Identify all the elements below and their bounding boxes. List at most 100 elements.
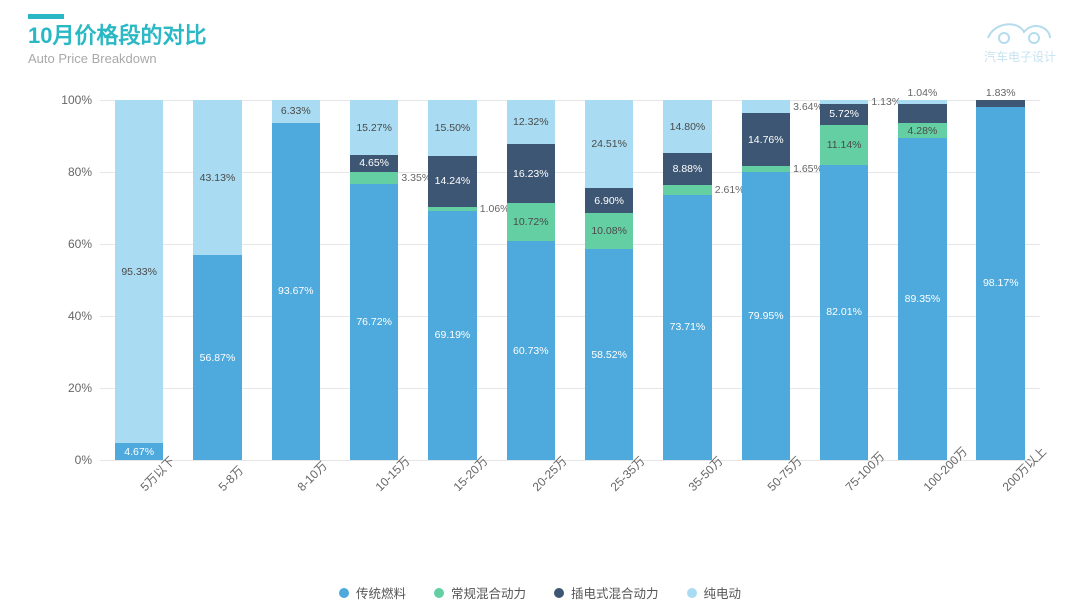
bar-segment-phev: 14.24% bbox=[428, 156, 477, 207]
segment-label: 1.04% bbox=[908, 88, 938, 99]
bar-segment-bev: 15.50% bbox=[428, 100, 477, 156]
bar-segment-hev: 11.14% bbox=[820, 125, 869, 165]
segment-label: 73.71% bbox=[670, 322, 706, 333]
bar-segment-bev: 15.27% bbox=[350, 100, 399, 155]
legend-swatch bbox=[687, 588, 697, 598]
bar-segment-hev: 10.72% bbox=[507, 203, 556, 242]
bar-segment-trad: 73.71% bbox=[663, 195, 712, 460]
bar-segment-bev: 95.33% bbox=[115, 100, 164, 443]
chart-area: 0%20%40%60%80%100%4.67%95.33%5万以下56.87%4… bbox=[45, 100, 1050, 500]
bar-segment-phev bbox=[898, 104, 947, 123]
bar-slot: 4.67%95.33%5万以下 bbox=[100, 100, 178, 460]
bar-segment-bev: 43.13% bbox=[193, 100, 242, 255]
segment-label: 93.67% bbox=[278, 286, 314, 297]
bar: 56.87%43.13% bbox=[193, 100, 242, 460]
bar: 4.67% 95.33% bbox=[115, 100, 164, 460]
accent-bar bbox=[28, 14, 64, 19]
bar-segment-trad: 98.17% bbox=[976, 107, 1025, 460]
legend-item-bev: 纯电动 bbox=[687, 583, 742, 602]
segment-label: 4.28% bbox=[908, 125, 938, 136]
bar-segment-trad: 4.67% bbox=[115, 443, 164, 460]
bar-slot: 60.73%10.72%16.23%12.32%20-25万 bbox=[492, 100, 570, 460]
bar-segment-trad: 76.72% bbox=[350, 184, 399, 460]
logo-caption: 汽车电子设计 bbox=[984, 48, 1056, 65]
bar: 73.71% 2.61%8.88%14.80% bbox=[663, 100, 712, 460]
bar-slot: 73.71%2.61%8.88%14.80%35-50万 bbox=[648, 100, 726, 460]
y-axis-label: 60% bbox=[68, 237, 100, 251]
plot-area: 0%20%40%60%80%100%4.67%95.33%5万以下56.87%4… bbox=[100, 100, 1040, 460]
legend-label: 常规混合动力 bbox=[451, 583, 526, 602]
bar-slot: 56.87%43.13%5-8万 bbox=[178, 100, 256, 460]
segment-label: 98.17% bbox=[983, 278, 1019, 289]
y-axis-label: 40% bbox=[68, 309, 100, 323]
grid-line bbox=[100, 460, 1040, 461]
segment-label: 16.23% bbox=[513, 168, 549, 179]
bar: 76.72%3.35% 4.65% 15.27% bbox=[350, 100, 399, 460]
legend-item-trad: 传统燃料 bbox=[339, 583, 406, 602]
bar-slot: 93.67%6.33%8-10万 bbox=[257, 100, 335, 460]
segment-label: 14.24% bbox=[435, 176, 471, 187]
legend-label: 纯电动 bbox=[704, 583, 742, 602]
bar-segment-phev: 6.90% bbox=[585, 188, 634, 213]
segment-label: 10.08% bbox=[591, 226, 627, 237]
bar-segment-hev: 2.61% bbox=[663, 185, 712, 194]
bar-segment-trad: 60.73% bbox=[507, 241, 556, 460]
legend-swatch bbox=[554, 588, 564, 598]
segment-label: 89.35% bbox=[905, 294, 941, 305]
segment-label: 4.65% bbox=[359, 158, 389, 169]
legend-item-phev: 插电式混合动力 bbox=[554, 583, 659, 602]
bar-segment-trad: 56.87% bbox=[193, 255, 242, 460]
legend-label: 插电式混合动力 bbox=[571, 583, 659, 602]
title-en: Auto Price Breakdown bbox=[28, 51, 206, 66]
segment-label: 5.72% bbox=[829, 109, 859, 120]
segment-label: 10.72% bbox=[513, 217, 549, 228]
x-axis-label: 5-8万 bbox=[215, 462, 248, 495]
bar-segment-trad: 89.35% bbox=[898, 138, 947, 460]
bar-segment-hev: 4.28% bbox=[898, 123, 947, 138]
segment-label: 24.51% bbox=[591, 139, 627, 150]
segment-label: 11.14% bbox=[827, 139, 862, 150]
segment-label: 15.27% bbox=[356, 122, 392, 133]
title-zh: 10月价格段的对比 bbox=[28, 23, 206, 49]
brand-logo: 汽车电子设计 bbox=[984, 14, 1056, 65]
bar-segment-bev: 6.33% bbox=[272, 100, 321, 123]
legend-swatch bbox=[434, 588, 444, 598]
car-logo-icon bbox=[984, 14, 1054, 46]
bar-slot: 89.35%4.28%1.04%100-200万 bbox=[883, 100, 961, 460]
bar-segment-phev: 8.88% bbox=[663, 153, 712, 185]
bar-segment-phev bbox=[976, 100, 1025, 107]
bar: 79.95%1.65%14.76%3.64% bbox=[742, 100, 791, 460]
bar-segment-phev: 14.76% bbox=[742, 113, 791, 166]
bar-slot: 76.72%3.35%4.65%15.27%10-15万 bbox=[335, 100, 413, 460]
bar: 98.17%1.83% bbox=[976, 100, 1025, 460]
bar-segment-phev: 4.65% bbox=[350, 155, 399, 172]
bar-segment-bev: 12.32% bbox=[507, 100, 556, 144]
bar-segment-bev: 1.13% bbox=[820, 100, 869, 104]
y-axis-label: 0% bbox=[75, 453, 100, 467]
bar-slot: 82.01%11.14%5.72%1.13%75-100万 bbox=[805, 100, 883, 460]
bar-segment-bev: 14.80% bbox=[663, 100, 712, 153]
y-axis-label: 80% bbox=[68, 165, 100, 179]
bar-segment-hev: 3.35% bbox=[350, 172, 399, 184]
bar-slot: 79.95%1.65%14.76%3.64%50-75万 bbox=[727, 100, 805, 460]
segment-label: 79.95% bbox=[748, 311, 784, 322]
bar: 58.52%10.08%6.90%24.51% bbox=[585, 100, 634, 460]
segment-label: 4.67% bbox=[124, 446, 154, 457]
bar-segment-trad: 69.19% bbox=[428, 211, 477, 460]
bars-layer: 4.67%95.33%5万以下56.87%43.13%5-8万93.67%6.3… bbox=[100, 100, 1040, 460]
bar-slot: 69.19%1.06%14.24%15.50%15-20万 bbox=[413, 100, 491, 460]
segment-label: 60.73% bbox=[513, 345, 549, 356]
bar-segment-hev: 10.08% bbox=[585, 213, 634, 249]
legend-swatch bbox=[339, 588, 349, 598]
chart-header: 10月价格段的对比 Auto Price Breakdown bbox=[28, 14, 206, 66]
bar-segment-trad: 79.95% bbox=[742, 172, 791, 460]
bar-segment-phev: 16.23% bbox=[507, 144, 556, 202]
bar-segment-bev: 24.51% bbox=[585, 100, 634, 188]
bar: 60.73% 10.72% 16.23% 12.32% bbox=[507, 100, 556, 460]
y-axis-label: 20% bbox=[68, 381, 100, 395]
segment-label: 6.90% bbox=[594, 195, 624, 206]
segment-label: 14.76% bbox=[748, 134, 784, 145]
segment-label: 69.19% bbox=[435, 330, 471, 341]
bar-segment-hev: 1.65% bbox=[742, 166, 791, 172]
bar-segment-phev: 5.72% bbox=[820, 104, 869, 125]
